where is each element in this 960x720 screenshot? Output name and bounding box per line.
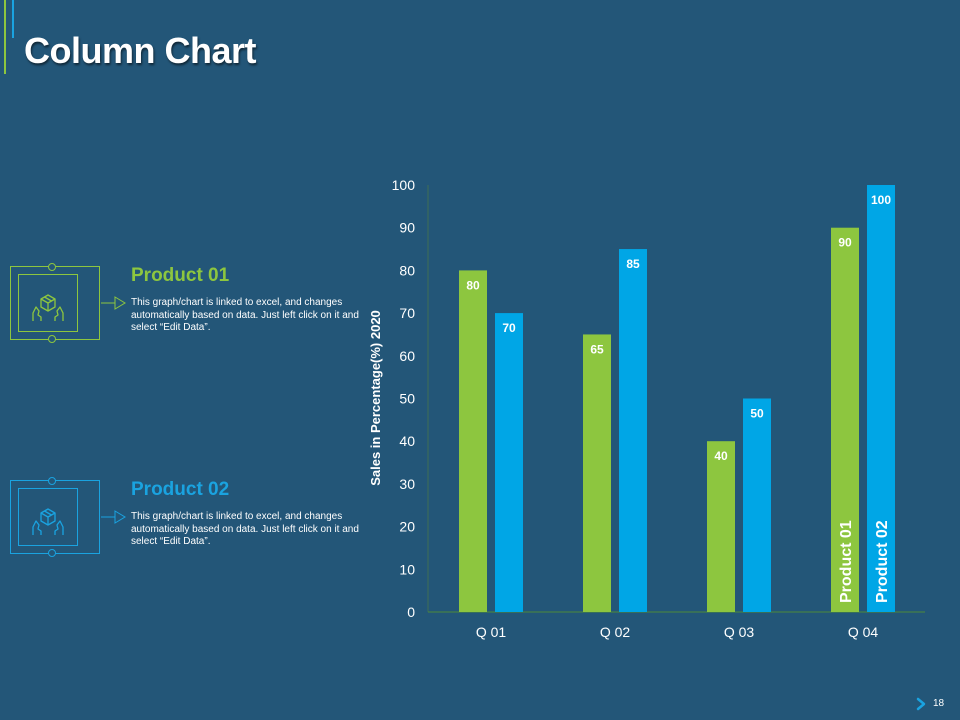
slide-title: Column Chart: [24, 30, 257, 71]
y-tick-label: 90: [399, 220, 415, 236]
y-tick-label: 60: [399, 348, 415, 364]
frame-dot-bottom: [48, 549, 56, 557]
frame-dot-bottom: [48, 335, 56, 343]
frame-dot-top: [48, 263, 56, 271]
data-label: 70: [502, 321, 516, 335]
data-label: 80: [466, 278, 480, 292]
data-label: 90: [838, 236, 852, 250]
arrow-right-icon: [101, 510, 126, 524]
y-tick-label: 0: [407, 604, 415, 620]
product-02-icon-frame: [10, 477, 126, 557]
chart-bars: [459, 185, 895, 613]
x-tick-label: Q 04: [848, 624, 879, 640]
product-02-heading: Product 02: [131, 479, 230, 500]
product-01-icon-frame: [10, 263, 126, 343]
arrow-right-icon: [101, 296, 126, 310]
x-tick-label: Q 02: [600, 624, 631, 640]
bar: [867, 185, 895, 612]
data-label: 100: [871, 193, 891, 207]
bar: [619, 249, 647, 613]
data-label: 40: [714, 449, 728, 463]
hands-holding-box-icon: [32, 508, 64, 535]
y-tick-label: 100: [392, 177, 416, 193]
data-label: 65: [590, 342, 604, 356]
y-tick-label: 80: [399, 262, 415, 278]
hands-holding-box-icon: [32, 294, 64, 321]
product-01-heading: Product 01: [131, 265, 230, 286]
bar: [459, 270, 487, 612]
y-axis-title: Sales in Percentage(%) 2020: [368, 310, 383, 486]
y-tick-label: 20: [399, 519, 415, 535]
icon-inner-frame: [18, 488, 78, 546]
bar: [831, 227, 859, 612]
next-slide-chevron-icon[interactable]: [915, 697, 927, 711]
data-label: 85: [626, 257, 640, 271]
icon-inner-frame: [18, 274, 78, 332]
y-tick-label: 10: [399, 561, 415, 577]
y-tick-label: 30: [399, 476, 415, 492]
product-01-description: This graph/chart is linked to excel, and…: [131, 297, 359, 333]
page-number: 18: [933, 698, 945, 709]
x-tick-label: Q 03: [724, 624, 755, 640]
bar: [707, 441, 735, 612]
x-tick-label: Q 01: [476, 624, 507, 640]
product-02-description: This graph/chart is linked to excel, and…: [131, 511, 359, 547]
bar: [743, 398, 771, 612]
y-tick-label: 40: [399, 433, 415, 449]
accent-bar-green: [4, 0, 6, 74]
y-tick-label: 70: [399, 305, 415, 321]
y-tick-label: 50: [399, 391, 415, 407]
bar: [495, 313, 523, 612]
bar: [583, 334, 611, 612]
legend-entry: Product 02: [874, 520, 891, 603]
data-label: 50: [750, 407, 764, 421]
frame-dot-top: [48, 477, 56, 485]
chart-labels: Q 01 80 70 Q 02 65 85 Q 03 40 50 Q 04 90 100 Product…: [466, 193, 891, 640]
legend-entry: Product 01: [838, 520, 855, 603]
accent-bar-blue: [12, 0, 14, 38]
